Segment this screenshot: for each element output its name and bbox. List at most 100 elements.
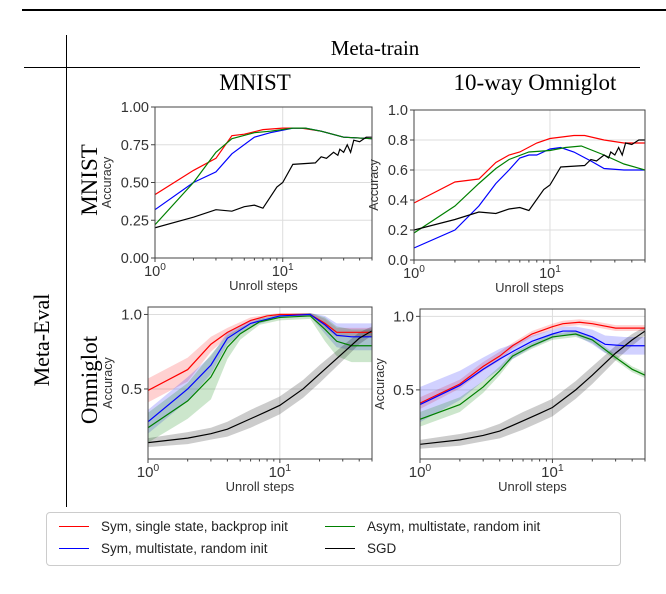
- x-axis-label: Unroll steps: [498, 479, 567, 494]
- series-line-3: [420, 330, 645, 445]
- y-tick-label: 1.0: [388, 103, 408, 119]
- y-tick-label: 1.00: [121, 100, 149, 116]
- legend-item-sym-multi: Sym, multistate, random init: [59, 541, 268, 556]
- x-tick-base: 10: [541, 464, 558, 481]
- x-tick-base: 10: [144, 264, 160, 280]
- series-line-1: [155, 127, 372, 211]
- x-tick-label: 101: [541, 462, 564, 481]
- x-tick-label: 100: [403, 264, 425, 282]
- series-line-2: [155, 127, 372, 226]
- x-tick-exponent: 0: [425, 462, 431, 474]
- series-line-3: [414, 139, 645, 231]
- column-title-omniglot: 10-way Omniglot: [453, 70, 617, 95]
- series-line-3: [148, 330, 372, 444]
- y-tick-label: 0.6: [388, 163, 408, 179]
- confidence-band-0: [148, 312, 372, 403]
- row-header-divider: [66, 35, 67, 507]
- header-divider: [24, 67, 640, 68]
- series-line-1: [420, 330, 645, 406]
- series-line-0: [414, 134, 645, 204]
- legend-item-asym-multi: Asym, multistate, random init: [325, 519, 540, 534]
- y-tick-label: 1.0: [393, 308, 414, 325]
- y-axis-label: Accuracy: [373, 358, 387, 410]
- x-axis-label: Unroll steps: [229, 278, 298, 293]
- series-line-3: [155, 136, 372, 229]
- series-line-0: [420, 321, 645, 404]
- column-group-title: Meta-train: [330, 36, 420, 60]
- legend-swatch: [59, 548, 89, 549]
- x-tick-exponent: 0: [160, 262, 166, 273]
- x-tick-exponent: 1: [558, 462, 564, 474]
- x-tick-label: 101: [272, 262, 294, 280]
- legend-swatch: [325, 526, 355, 527]
- axes-frame: [419, 308, 646, 460]
- x-tick-label: 101: [269, 462, 292, 481]
- x-tick-base: 10: [137, 464, 154, 481]
- x-tick-exponent: 1: [285, 462, 291, 474]
- legend-item-sgd: SGD: [325, 541, 396, 556]
- y-tick-label: 0.5: [393, 382, 414, 399]
- x-tick-base: 10: [272, 264, 288, 280]
- y-tick-label: 0.2: [388, 223, 408, 239]
- plot-area: [414, 134, 645, 249]
- plot-area: [155, 127, 372, 229]
- series-line-2: [148, 315, 372, 429]
- y-tick-label: 0.0: [388, 253, 408, 269]
- series-line-1: [414, 146, 645, 249]
- top-rule: [22, 9, 666, 11]
- legend-label: SGD: [367, 541, 397, 556]
- y-tick-label: 0.50: [121, 176, 149, 192]
- y-axis-label: Accuracy: [100, 156, 114, 208]
- series-line-0: [155, 127, 372, 196]
- legend-label: Sym, single state, backprop init: [101, 519, 288, 534]
- x-tick-base: 10: [539, 266, 555, 282]
- x-tick-label: 100: [409, 462, 432, 481]
- legend-label: Sym, multistate, random init: [101, 541, 268, 556]
- x-axis-label: Unroll steps: [495, 280, 564, 295]
- y-tick-label: 0.00: [121, 251, 149, 267]
- legend: Sym, single state, backprop init Sym, mu…: [46, 512, 621, 566]
- y-axis-label: Accuracy: [367, 159, 381, 211]
- x-tick-base: 10: [403, 266, 419, 282]
- legend-swatch: [59, 526, 89, 527]
- x-tick-label: 100: [144, 262, 166, 280]
- y-tick-label: 1.0: [121, 306, 142, 323]
- series-line-1: [148, 313, 372, 423]
- y-tick-label: 0.8: [388, 133, 408, 149]
- x-tick-label: 100: [137, 462, 160, 481]
- column-title-mnist: MNIST: [219, 70, 291, 95]
- y-tick-label: 0.4: [388, 193, 408, 209]
- plot-area: [420, 319, 645, 449]
- x-tick-exponent: 0: [153, 462, 159, 474]
- confidence-band-3: [420, 326, 645, 449]
- series-line-2: [420, 333, 645, 420]
- y-axis-label: Accuracy: [101, 357, 115, 409]
- x-axis-label: Unroll steps: [226, 479, 295, 494]
- axes-frame: [413, 109, 646, 261]
- x-tick-label: 101: [539, 264, 561, 282]
- confidence-band-2: [420, 331, 645, 427]
- y-tick-label: 0.25: [121, 213, 149, 229]
- legend-label: Asym, multistate, random init: [367, 519, 541, 534]
- x-tick-base: 10: [269, 464, 286, 481]
- confidence-band-2: [148, 312, 372, 443]
- x-tick-exponent: 1: [288, 262, 294, 273]
- y-tick-label: 0.75: [121, 138, 149, 154]
- axes-frame: [147, 306, 373, 460]
- legend-item-sym-single: Sym, single state, backprop init: [59, 519, 288, 534]
- x-tick-exponent: 1: [555, 264, 561, 275]
- plot-area: [148, 312, 372, 448]
- series-line-2: [414, 145, 645, 234]
- confidence-band-3: [148, 326, 372, 448]
- series-line-0: [148, 313, 372, 391]
- legend-swatch: [325, 548, 355, 549]
- confidence-band-1: [148, 312, 372, 434]
- x-tick-base: 10: [409, 464, 426, 481]
- x-tick-exponent: 0: [419, 264, 425, 275]
